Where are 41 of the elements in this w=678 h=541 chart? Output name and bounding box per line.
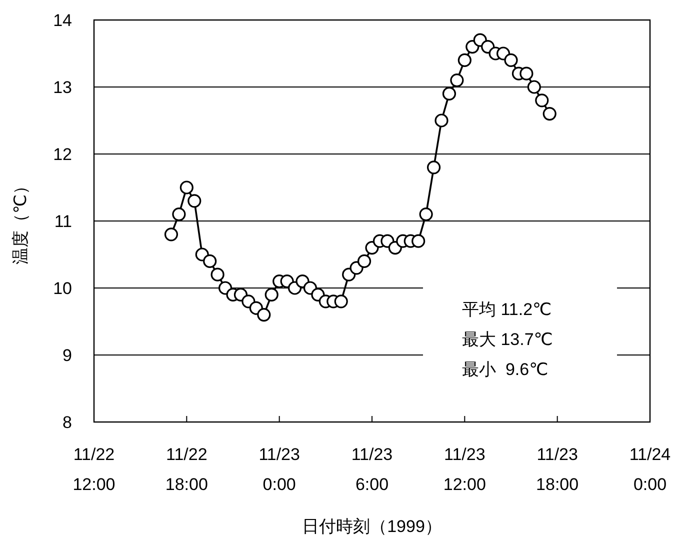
annotation: 最大 13.7℃	[462, 330, 553, 349]
point	[535, 94, 549, 108]
y-axis-title: 温度（℃）	[11, 177, 30, 265]
annotation: 平均 11.2℃	[462, 300, 552, 319]
point	[542, 107, 556, 121]
annotation: 最小 9.6℃	[462, 360, 548, 379]
y-tick-label: 12	[53, 145, 72, 164]
y-tick-label: 14	[53, 11, 72, 30]
point	[527, 80, 541, 94]
x-tick-label: 11/23 18:00	[536, 445, 579, 494]
x-tick-label: 11/23 6:00	[351, 445, 393, 494]
y-tick-label: 8	[62, 413, 72, 432]
point	[203, 254, 217, 268]
y-tick-label: 13	[53, 78, 72, 97]
point	[412, 234, 426, 248]
point	[257, 308, 271, 322]
point	[504, 53, 518, 67]
point	[188, 194, 202, 208]
point	[426, 160, 441, 174]
point	[520, 66, 534, 80]
x-tick-label: 11/22 18:00	[165, 445, 208, 494]
point	[210, 268, 224, 282]
point	[164, 228, 178, 242]
point	[419, 208, 433, 222]
x-tick-label: 11/23 0:00	[258, 445, 300, 494]
x-axis-title: 日付時刻（1999）	[302, 517, 442, 536]
x-tick-label: 11/23 12:00	[443, 445, 486, 494]
point	[172, 208, 186, 222]
y-tick-label: 11	[54, 212, 72, 231]
point	[442, 86, 456, 100]
point	[264, 288, 278, 302]
point	[450, 74, 464, 88]
x-tick-label: 11/22 12:00	[72, 445, 116, 494]
x-tick-label: 11/24 0:00	[629, 445, 671, 494]
point	[357, 254, 372, 268]
y-tick-label: 9	[62, 346, 72, 365]
y-tick-label: 10	[53, 279, 72, 298]
point	[458, 53, 472, 67]
point	[180, 180, 194, 194]
point	[334, 294, 348, 308]
point	[434, 114, 448, 128]
